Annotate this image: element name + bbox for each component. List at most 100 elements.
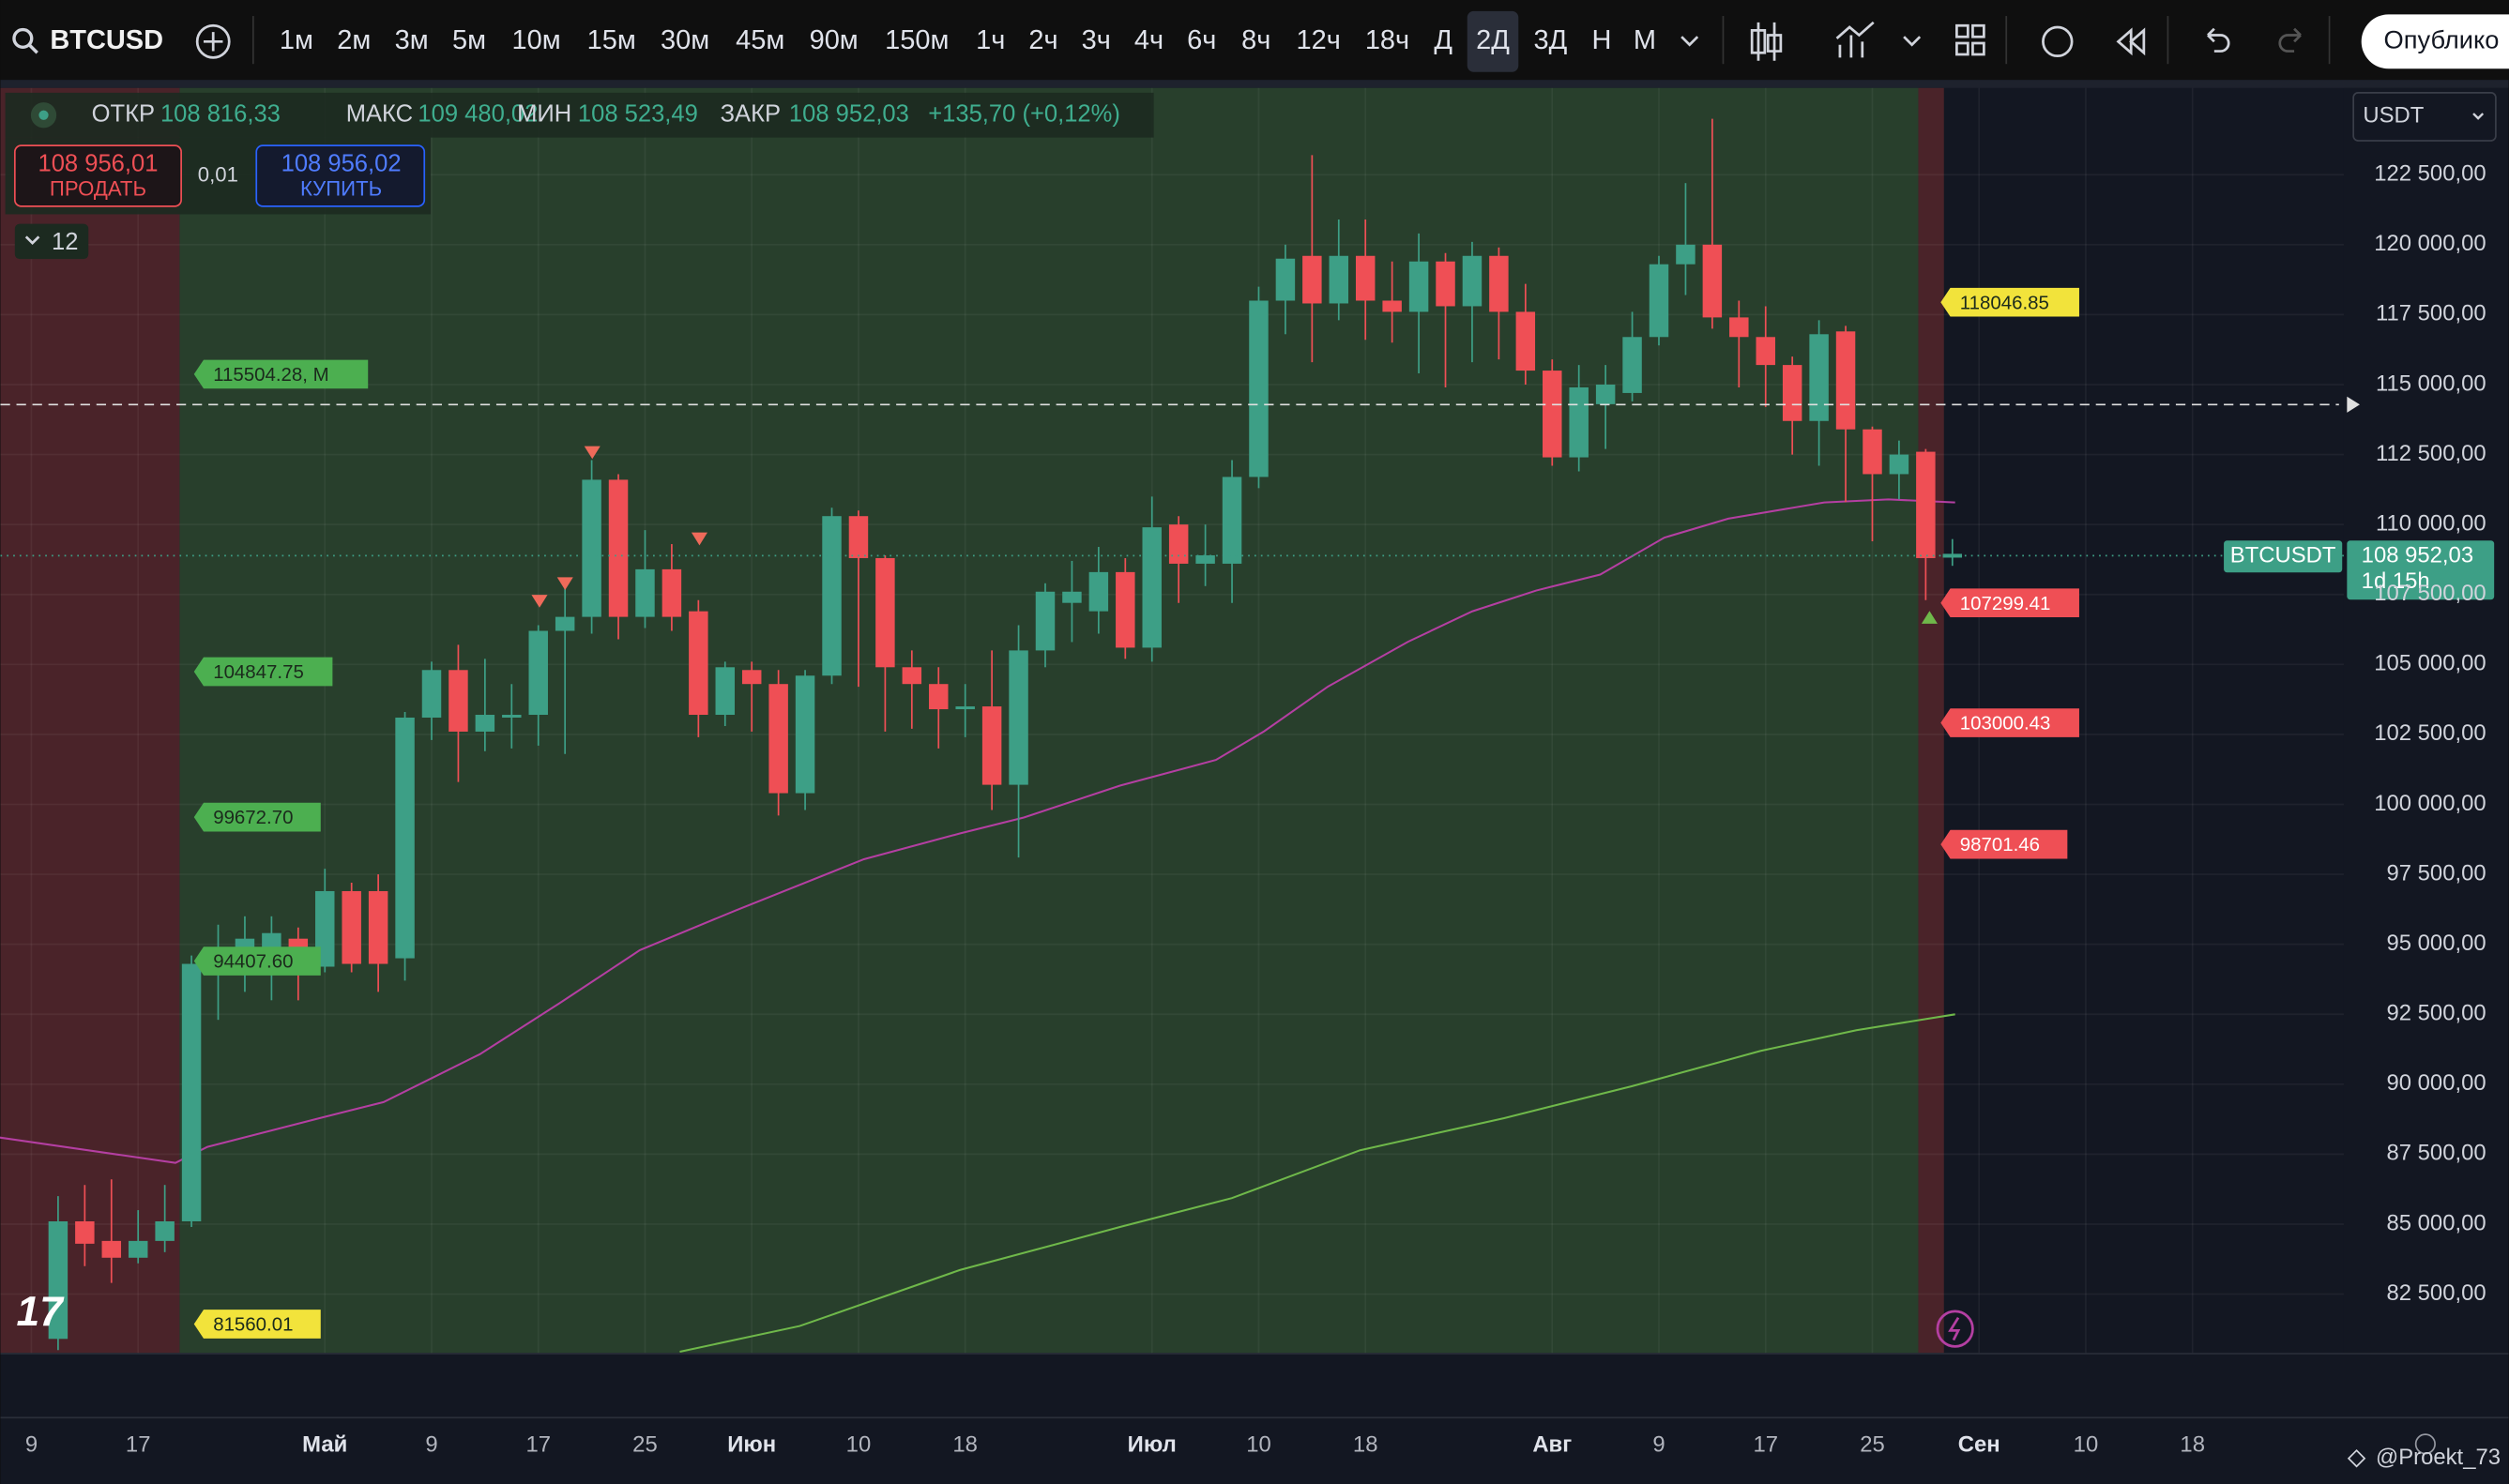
layouts[interactable] <box>1955 23 1985 56</box>
candle-body <box>689 611 708 716</box>
candle <box>981 650 1002 810</box>
candle-body <box>1809 334 1829 421</box>
redo[interactable] <box>2278 27 2302 53</box>
price-tag: 104847.75 <box>193 657 333 687</box>
interval: 3ч <box>1082 25 1111 55</box>
alert-arrow <box>2347 396 2360 413</box>
interval: 30м <box>661 25 709 55</box>
candle-body <box>1275 258 1296 301</box>
tag-bg <box>1940 588 2079 618</box>
interval-button[interactable]: Д <box>1434 25 1452 55</box>
tag-bg <box>193 1310 321 1339</box>
interval-button[interactable]: 3ч <box>1082 25 1111 55</box>
candle-body <box>262 932 281 947</box>
candle-body <box>1729 317 1749 338</box>
currency-select[interactable]: USDT <box>2352 92 2497 142</box>
interval-button[interactable]: 45м <box>736 25 784 55</box>
candle <box>1515 283 1536 385</box>
buy-button[interactable]: 108 956,02 КУПИТЬ <box>255 144 426 207</box>
tag-label: 104847.75 <box>213 661 304 683</box>
symbol-search[interactable]: BTCUSD <box>12 25 163 55</box>
interval-button[interactable]: 3м <box>395 25 429 55</box>
replay[interactable] <box>2116 27 2146 56</box>
candle <box>1168 516 1189 603</box>
candle-body <box>1515 311 1536 371</box>
interval-button[interactable]: 90м <box>810 25 859 55</box>
interval-button[interactable]: 1ч <box>976 25 1005 55</box>
interval-button[interactable]: 5м <box>452 25 486 55</box>
interval-button[interactable]: 6ч <box>1187 25 1216 55</box>
interval-button[interactable]: 8ч <box>1241 25 1270 55</box>
tag-label: 99672.70 <box>213 807 293 828</box>
marker-up <box>1921 611 1938 624</box>
interval: М <box>1634 25 1656 55</box>
candle <box>1116 557 1135 659</box>
publish-button[interactable]: Опублико <box>2361 14 2509 69</box>
interval-button[interactable]: 4ч <box>1134 25 1163 55</box>
interval: Н <box>1591 25 1611 55</box>
candle-body <box>181 963 202 1221</box>
interval-button[interactable]: 3Д <box>1534 25 1568 55</box>
tag-bg <box>2347 540 2495 600</box>
interval-button[interactable]: 2ч <box>1028 25 1057 55</box>
candle-body <box>1569 386 1589 458</box>
tag-bg <box>193 802 321 832</box>
search-icon <box>27 43 38 54</box>
x-tick-label: Авг <box>1532 1431 1572 1457</box>
interval-button[interactable]: М <box>1634 25 1656 55</box>
tag-label: 94407.60 <box>213 951 293 973</box>
interval-button[interactable]: 150м <box>885 25 949 55</box>
chart-type[interactable] <box>1750 22 1783 61</box>
sell-label: ПРОДАТЬ <box>50 177 146 201</box>
candle <box>902 650 922 729</box>
interval: 15м <box>587 25 636 55</box>
interval-button[interactable]: 12ч <box>1297 25 1341 55</box>
candle-body <box>608 479 629 617</box>
indicators-menu[interactable] <box>1903 36 1922 47</box>
intervals-menu[interactable] <box>1680 36 1699 47</box>
interval-button[interactable]: Н <box>1591 25 1611 55</box>
legend-value: 108 523,49 <box>578 100 698 127</box>
interval-button[interactable]: 2м <box>337 25 371 55</box>
candle-body <box>1756 337 1775 366</box>
y-tick-label: 120 000,00 <box>2374 231 2486 256</box>
undo[interactable] <box>2207 27 2230 53</box>
candle <box>475 659 495 751</box>
symbol: BTCUSD <box>50 25 163 55</box>
price-tag: 99672.70 <box>193 802 321 832</box>
interval-button[interactable]: 30м <box>661 25 709 55</box>
tag-label: 98701.46 <box>1960 834 2040 856</box>
tag-label: 107299.41 <box>1960 593 2051 614</box>
legend-label: ЗАКР <box>721 100 781 127</box>
candle <box>1462 241 1483 363</box>
indicators-toggle[interactable]: 12 <box>14 223 89 260</box>
price-tag: 103000.43 <box>1940 708 2079 737</box>
sell-button[interactable]: 108 956,01 ПРОДАТЬ <box>13 144 182 207</box>
interval-button[interactable]: 15м <box>587 25 636 55</box>
candle-body <box>1222 477 1242 564</box>
lightning-icon[interactable] <box>1936 1310 1974 1348</box>
settings-icon[interactable] <box>2414 1433 2436 1455</box>
time-axis: 9 17 Май 9 17 25 Июн 10 18 Июл 10 18 Авг 9 17 25 Сен 10 18 <box>25 1431 2205 1457</box>
y-tick-label: 92 500,00 <box>2386 1001 2486 1026</box>
interval-button[interactable]: 1м <box>280 25 313 55</box>
select-bg <box>2352 92 2497 142</box>
publish-label: Опублико <box>2384 25 2500 54</box>
candle <box>1088 547 1109 634</box>
interval-button[interactable]: 10м <box>512 25 561 55</box>
y-tick-label: 105 000,00 <box>2374 651 2486 676</box>
indicators[interactable] <box>1835 21 1875 58</box>
last-price: 108 952,03 <box>2362 543 2473 568</box>
candle <box>1329 219 1349 321</box>
alert[interactable] <box>2042 25 2074 58</box>
candle-body <box>502 715 522 719</box>
add-symbol[interactable] <box>195 23 231 59</box>
interval-button[interactable]: 18ч <box>1365 25 1409 55</box>
x-tick-label: 10 <box>1246 1431 1271 1457</box>
interval-button[interactable]: 2Д <box>1467 10 1519 72</box>
tag-label: 81560.01 <box>213 1314 293 1336</box>
candle <box>608 474 629 640</box>
candle-body <box>1889 454 1909 475</box>
moving-average <box>0 498 1955 1164</box>
icon <box>203 32 223 52</box>
